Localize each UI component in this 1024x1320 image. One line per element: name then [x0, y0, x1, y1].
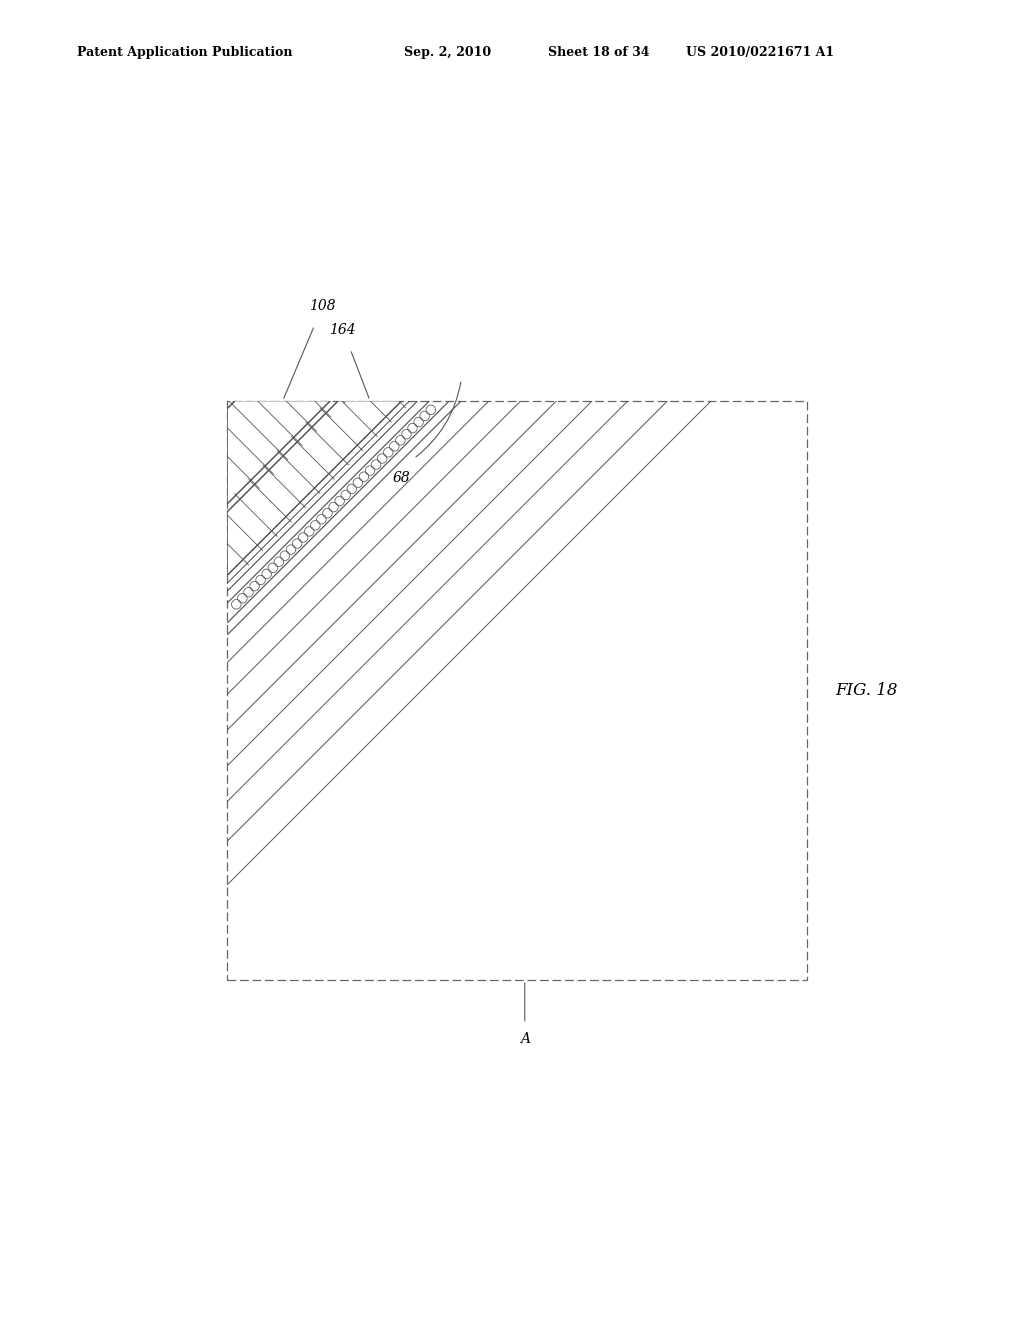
- Text: Sep. 2, 2010: Sep. 2, 2010: [404, 46, 492, 59]
- Text: Patent Application Publication: Patent Application Publication: [77, 46, 292, 59]
- Text: Sheet 18 of 34: Sheet 18 of 34: [548, 46, 649, 59]
- Text: 68: 68: [393, 471, 411, 484]
- Text: FIG. 18: FIG. 18: [835, 682, 897, 698]
- Text: 108: 108: [309, 300, 336, 313]
- Text: A: A: [520, 1032, 529, 1045]
- Text: 164: 164: [329, 323, 355, 337]
- Polygon shape: [227, 401, 401, 576]
- Polygon shape: [227, 401, 331, 504]
- Bar: [227, 401, 807, 979]
- Text: US 2010/0221671 A1: US 2010/0221671 A1: [686, 46, 835, 59]
